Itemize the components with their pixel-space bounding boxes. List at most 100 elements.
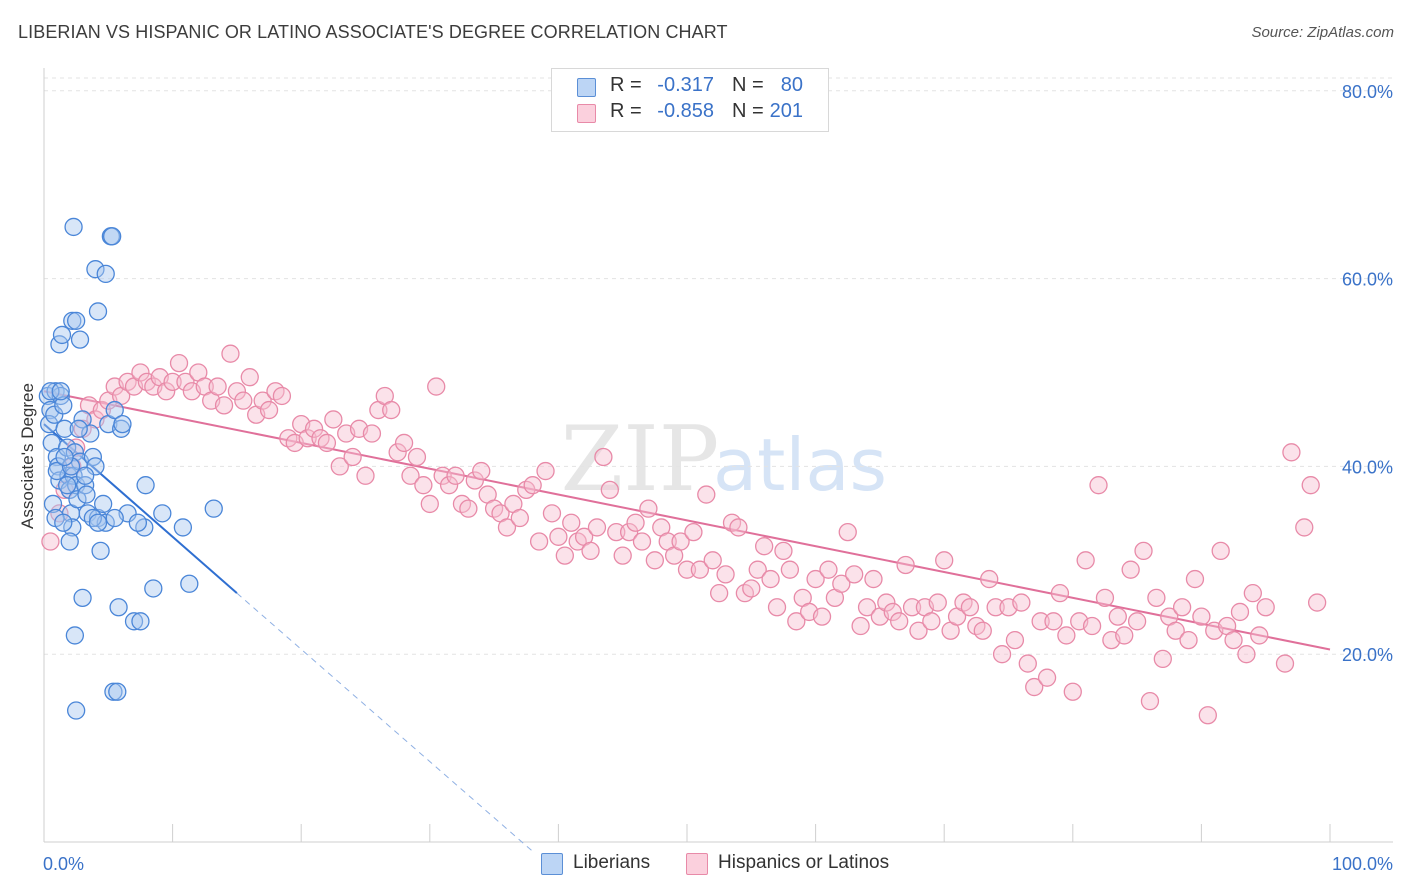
axes	[43, 68, 1393, 843]
point-hispanics	[259, 400, 279, 420]
point-hispanics	[1172, 598, 1192, 617]
point-hispanics	[446, 466, 465, 485]
point-liberians	[104, 682, 123, 701]
watermark-zip: ZIP	[561, 407, 720, 512]
legend-r-value: -0.858	[657, 100, 714, 122]
point-hispanics	[382, 400, 401, 420]
point-hispanics	[497, 518, 517, 537]
point-hispanics	[716, 565, 735, 584]
point-hispanics	[1230, 602, 1250, 622]
point-hispanics	[877, 593, 896, 612]
point-hispanics	[343, 447, 362, 467]
point-hispanics	[787, 612, 806, 631]
legend-n-label: N =	[732, 100, 764, 122]
point-hispanics	[684, 522, 703, 542]
point-liberians	[153, 504, 172, 523]
point-hispanics	[542, 504, 562, 523]
point-hispanics	[317, 433, 337, 453]
point-hispanics	[523, 476, 542, 495]
point-hispanics	[549, 527, 568, 546]
point-hispanics	[729, 518, 748, 537]
point-hispanics	[594, 447, 613, 467]
point-liberians	[54, 513, 73, 532]
point-hispanics	[240, 368, 259, 387]
trend-line-hispanics	[43, 390, 1331, 651]
point-hispanics	[1127, 612, 1147, 631]
legend-n-value: 201	[769, 100, 803, 122]
point-liberians	[91, 541, 110, 561]
point-hispanics	[362, 424, 382, 443]
point-liberians	[136, 476, 155, 495]
point-liberians	[67, 311, 86, 330]
legend-r-label: R =	[610, 100, 642, 122]
point-liberians	[63, 311, 82, 330]
point-hispanics	[388, 443, 407, 462]
point-liberians	[60, 532, 79, 551]
trend-line-liberians-extension	[236, 592, 534, 852]
point-hispanics	[755, 537, 774, 556]
point-hispanics	[703, 551, 722, 570]
point-hispanics	[562, 513, 581, 532]
grid	[44, 77, 1393, 655]
point-liberians	[69, 419, 88, 438]
y-tick-label: 20.0%	[1342, 645, 1393, 665]
point-hispanics	[1012, 593, 1031, 612]
point-hispanics	[645, 551, 664, 570]
point-hispanics	[131, 363, 150, 382]
chart-title: LIBERIAN VS HISPANIC OR LATINO ASSOCIATE…	[18, 22, 728, 42]
point-hispanics	[581, 541, 600, 561]
trend-lines	[43, 390, 1331, 852]
point-hispanics	[928, 593, 947, 612]
point-hispanics	[774, 541, 793, 561]
point-liberians	[86, 260, 105, 279]
bottom-legend-swatch-liberians	[541, 853, 563, 875]
point-hispanics	[600, 480, 619, 500]
data-points	[38, 217, 1327, 725]
point-hispanics	[1140, 691, 1160, 711]
point-hispanics	[832, 574, 851, 593]
point-hispanics	[619, 522, 639, 542]
point-hispanics	[1237, 645, 1256, 664]
point-liberians	[67, 701, 86, 720]
y-tick-label: 80.0%	[1342, 82, 1393, 102]
point-liberians	[131, 612, 150, 631]
point-hispanics	[1185, 569, 1205, 589]
point-liberians	[94, 494, 113, 514]
point-hispanics	[671, 532, 690, 551]
point-liberians	[105, 400, 124, 420]
point-hispanics	[890, 612, 909, 631]
point-hispanics	[401, 466, 420, 485]
point-hispanics	[414, 476, 433, 495]
point-liberians	[70, 330, 90, 349]
point-hispanics	[234, 391, 253, 410]
point-hispanics	[529, 532, 549, 551]
point-liberians	[68, 490, 87, 509]
point-hispanics	[1192, 607, 1211, 626]
point-hispanics	[1198, 706, 1217, 725]
point-liberians	[109, 598, 128, 617]
point-hispanics	[607, 522, 626, 542]
point-liberians	[81, 424, 100, 443]
point-hispanics	[922, 612, 941, 631]
point-hispanics	[1166, 621, 1185, 640]
point-liberians	[124, 612, 144, 631]
point-hispanics	[272, 386, 292, 406]
point-hispanics	[324, 410, 343, 429]
point-hispanics	[812, 607, 832, 626]
point-hispanics	[632, 532, 652, 551]
point-hispanics	[1037, 668, 1057, 687]
point-hispanics	[845, 565, 864, 584]
point-hispanics	[677, 560, 697, 579]
point-hispanics	[356, 466, 375, 485]
legend-row-hispanics: R = -0.858 N = 201	[552, 100, 828, 126]
point-hispanics	[555, 546, 574, 565]
point-hispanics	[298, 429, 317, 448]
point-hispanics	[1050, 584, 1070, 603]
point-hispanics	[1005, 630, 1025, 650]
point-hispanics	[1153, 649, 1172, 669]
point-hispanics	[407, 447, 427, 467]
point-hispanics	[330, 457, 349, 476]
point-hispanics	[1211, 541, 1230, 561]
trend-line-liberians	[43, 423, 238, 594]
point-hispanics	[1095, 588, 1115, 608]
